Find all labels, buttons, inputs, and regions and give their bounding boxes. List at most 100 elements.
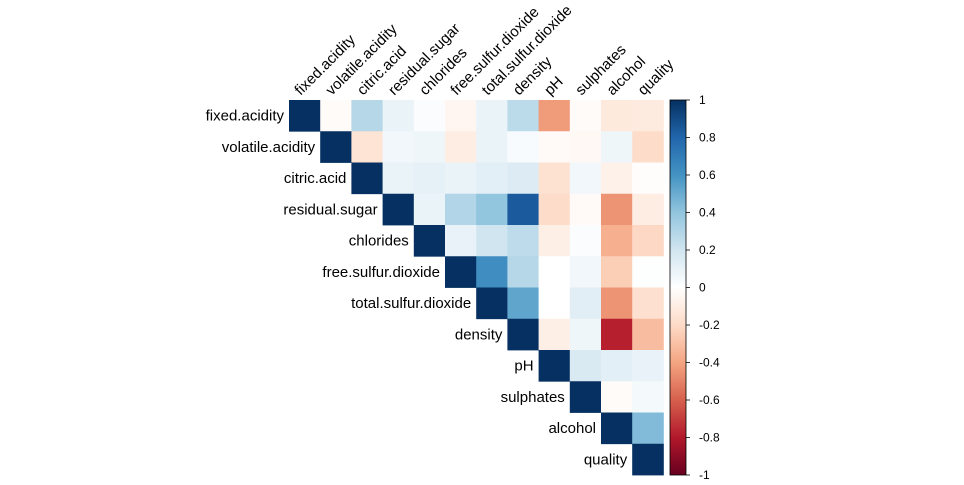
- colorbar-tick-label: -0.8: [699, 431, 720, 445]
- colorbar-gradient: [670, 100, 686, 475]
- cell-residual-sugar-ph: [538, 193, 571, 226]
- cell-free-sulfur-dioxide-free-sulfur-dioxide: [445, 256, 477, 288]
- cell-fixed-acidity-total-sulfur-dioxide: [476, 100, 508, 132]
- cell-density-sulphates: [569, 318, 602, 351]
- cell-fixed-acidity-fixed-acidity: [289, 100, 321, 132]
- row-label-chlorides: chlorides: [349, 233, 409, 250]
- cell-volatile-acidity-chlorides: [413, 131, 446, 163]
- row-label-quality: quality: [584, 451, 628, 468]
- cell-density-ph: [538, 318, 571, 351]
- row-label-sulphates: sulphates: [501, 389, 565, 406]
- cell-citric-acid-quality: [632, 162, 664, 195]
- cell-total-sulfur-dioxide-total-sulfur-dioxide: [476, 287, 508, 320]
- cell-free-sulfur-dioxide-quality: [632, 256, 664, 288]
- cell-citric-acid-chlorides: [413, 162, 446, 195]
- cell-free-sulfur-dioxide-alcohol: [601, 256, 633, 288]
- cell-residual-sugar-residual-sugar: [382, 193, 415, 226]
- cell-sulphates-quality: [632, 381, 664, 413]
- cell-chlorides-sulphates: [569, 225, 602, 257]
- colorbar-tick-label: 0.2: [699, 243, 716, 257]
- cell-ph-sulphates: [569, 350, 602, 382]
- colorbar-tick-label: 0: [699, 281, 706, 295]
- cell-density-quality: [632, 318, 664, 351]
- cell-density-alcohol: [601, 318, 633, 351]
- cell-residual-sugar-total-sulfur-dioxide: [476, 193, 508, 226]
- cell-chlorides-total-sulfur-dioxide: [476, 225, 508, 257]
- cell-fixed-acidity-chlorides: [413, 100, 446, 132]
- cell-citric-acid-free-sulfur-dioxide: [445, 162, 477, 195]
- colorbar-tick-label: -0.2: [699, 318, 720, 332]
- cell-volatile-acidity-volatile-acidity: [320, 131, 352, 163]
- cell-citric-acid-citric-acid: [351, 162, 383, 195]
- colorbar-tick-label: 0.4: [699, 206, 716, 220]
- cell-total-sulfur-dioxide-ph: [538, 287, 571, 320]
- cell-sulphates-sulphates: [569, 381, 602, 413]
- cell-chlorides-chlorides: [413, 225, 446, 257]
- cell-fixed-acidity-alcohol: [601, 100, 633, 132]
- cell-residual-sugar-sulphates: [569, 193, 602, 226]
- row-labels: fixed.acidity volatile.acidity citric.acid…: [206, 108, 628, 469]
- row-label-alcohol: alcohol: [548, 420, 596, 437]
- cell-total-sulfur-dioxide-alcohol: [601, 287, 633, 320]
- cell-sulphates-alcohol: [601, 381, 633, 413]
- cell-fixed-acidity-volatile-acidity: [320, 100, 352, 132]
- cell-citric-acid-alcohol: [601, 162, 633, 195]
- cell-residual-sugar-free-sulfur-dioxide: [445, 193, 477, 226]
- colorbar-tick-label: 1: [699, 93, 706, 107]
- cell-free-sulfur-dioxide-density: [507, 256, 539, 288]
- row-label-free-sulfur-dioxide: free.sulfur.dioxide: [322, 264, 440, 281]
- cell-total-sulfur-dioxide-density: [507, 287, 539, 320]
- cell-volatile-acidity-sulphates: [569, 131, 602, 163]
- cell-free-sulfur-dioxide-total-sulfur-dioxide: [476, 256, 508, 288]
- cell-total-sulfur-dioxide-sulphates: [569, 287, 602, 320]
- cell-alcohol-quality: [632, 412, 664, 445]
- cell-quality-quality: [632, 443, 664, 476]
- cell-citric-acid-total-sulfur-dioxide: [476, 162, 508, 195]
- cell-citric-acid-density: [507, 162, 539, 195]
- cell-ph-ph: [538, 350, 571, 382]
- cell-volatile-acidity-total-sulfur-dioxide: [476, 131, 508, 163]
- cell-residual-sugar-alcohol: [601, 193, 633, 226]
- colorbar-tick-label: -0.4: [699, 356, 720, 370]
- cell-free-sulfur-dioxide-ph: [538, 256, 571, 288]
- row-label-citric-acid: citric.acid: [284, 170, 347, 187]
- colorbar-tick-label: 0.6: [699, 168, 716, 182]
- cell-total-sulfur-dioxide-quality: [632, 287, 664, 320]
- cell-chlorides-ph: [538, 225, 571, 257]
- cell-fixed-acidity-ph: [538, 100, 571, 132]
- cell-fixed-acidity-quality: [632, 100, 664, 132]
- colorbar: 1 0.8 0.6 0.4 0.2 0 -0.2 -0.4 -0.6 -0.8 -1: [669, 93, 720, 482]
- row-label-volatile-acidity: volatile.acidity: [222, 139, 316, 156]
- cell-fixed-acidity-density: [507, 100, 539, 132]
- cell-chlorides-free-sulfur-dioxide: [445, 225, 477, 257]
- cell-volatile-acidity-residual-sugar: [382, 131, 415, 163]
- row-label-fixed-acidity: fixed.acidity: [206, 108, 285, 125]
- cell-chlorides-quality: [632, 225, 664, 257]
- row-label-total-sulfur-dioxide: total.sulfur.dioxide: [351, 295, 471, 312]
- cell-residual-sugar-density: [507, 193, 539, 226]
- row-label-density: density: [455, 326, 503, 343]
- cell-free-sulfur-dioxide-sulphates: [569, 256, 602, 288]
- cell-alcohol-alcohol: [601, 412, 633, 445]
- cell-volatile-acidity-citric-acid: [351, 131, 383, 163]
- row-label-residual-sugar: residual.sugar: [283, 201, 377, 218]
- cell-citric-acid-residual-sugar: [382, 162, 415, 195]
- cell-ph-alcohol: [601, 350, 633, 382]
- cell-fixed-acidity-citric-acid: [351, 100, 383, 132]
- colorbar-tick-label: -1: [699, 468, 710, 482]
- colorbar-tick-label: 0.8: [699, 131, 716, 145]
- cell-volatile-acidity-quality: [632, 131, 664, 163]
- row-label-ph: pH: [514, 358, 533, 375]
- cell-fixed-acidity-residual-sugar: [382, 100, 415, 132]
- cell-volatile-acidity-alcohol: [601, 131, 633, 163]
- colorbar-tick-label: -0.6: [699, 393, 720, 407]
- col-label-ph: pH: [541, 73, 567, 99]
- cell-volatile-acidity-free-sulfur-dioxide: [445, 131, 477, 163]
- cell-ph-quality: [632, 350, 664, 382]
- cell-density-density: [507, 318, 539, 351]
- cell-citric-acid-ph: [538, 162, 571, 195]
- cell-residual-sugar-chlorides: [413, 193, 446, 226]
- cell-volatile-acidity-density: [507, 131, 539, 163]
- cell-fixed-acidity-sulphates: [569, 100, 602, 132]
